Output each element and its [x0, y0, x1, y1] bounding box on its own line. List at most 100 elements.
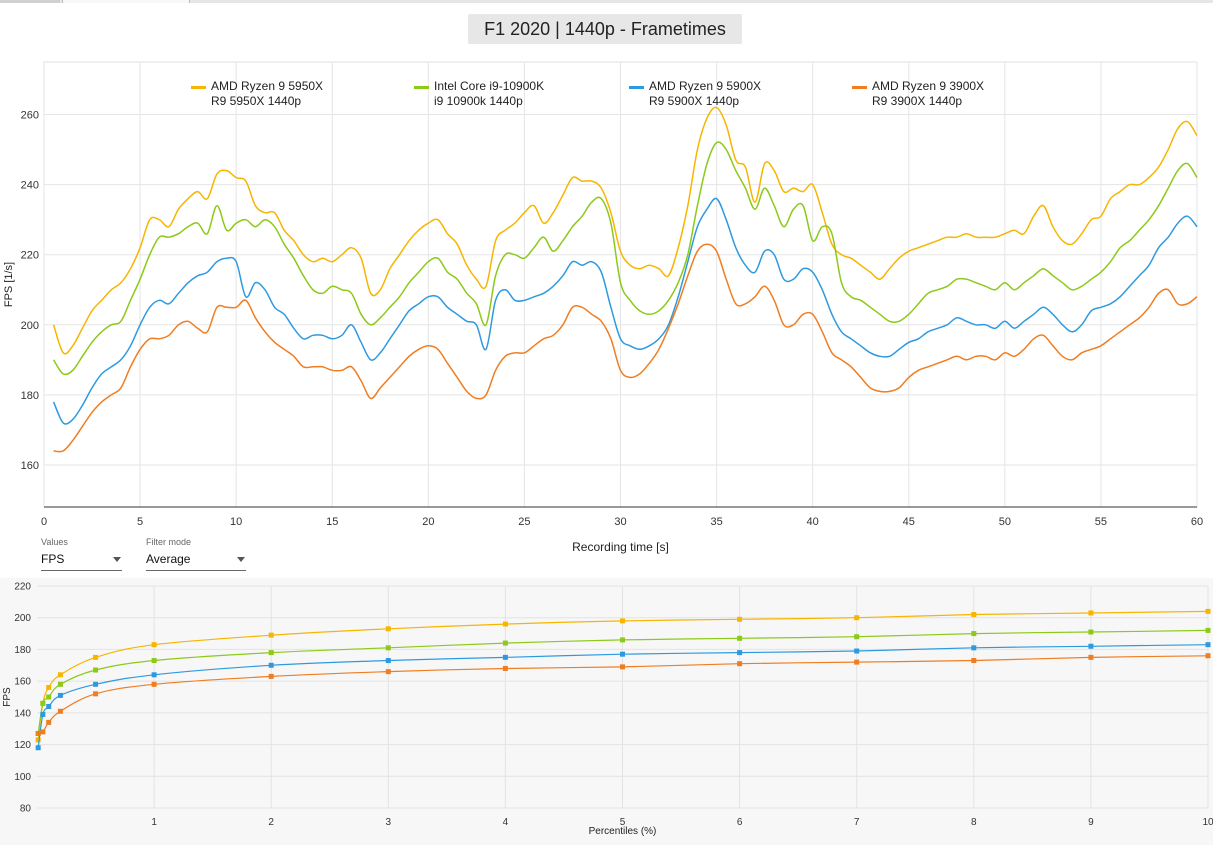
percentile-point [57, 692, 63, 698]
y-tick-label: 120 [14, 740, 31, 751]
x-tick-label: 50 [999, 516, 1011, 528]
percentile-point [620, 637, 625, 643]
legend-series-subtitle: R9 5950X 1440p [211, 94, 302, 108]
x-tick-label: 6 [737, 817, 743, 828]
legend-series-name: Intel Core i9-10900K [434, 79, 545, 93]
percentile-point [93, 691, 99, 697]
percentile-point [40, 711, 46, 717]
series-line-1 [52, 141, 1198, 376]
legend-series-name: AMD Ryzen 9 3900X [872, 79, 985, 93]
filter-mode-selected: Average [146, 552, 191, 566]
legend-label: AMD Ryzen 9 5900X R9 5900X 1440p [649, 79, 761, 109]
x-tick-label: 10 [230, 516, 242, 528]
percentile-point [502, 621, 508, 627]
y-tick-label: 200 [21, 320, 39, 332]
x-tick-label: 30 [614, 516, 626, 528]
y-tick-label: 160 [14, 677, 31, 688]
percentile-point [93, 681, 99, 687]
legend-label: AMD Ryzen 9 3900X R9 3900X 1440p [872, 79, 984, 109]
percentile-point [385, 645, 391, 651]
y-axis-label: FPS [2, 687, 13, 707]
percentile-panel-bg [0, 578, 1213, 845]
percentile-line-2 [37, 644, 1209, 748]
percentile-point [40, 700, 46, 706]
x-tick-label: 5 [620, 817, 626, 828]
tab-2[interactable] [62, 0, 190, 3]
percentile-point [1205, 653, 1211, 659]
percentile-point [268, 650, 274, 656]
percentile-point [151, 642, 157, 648]
percentile-point [385, 626, 391, 632]
percentile-point [502, 640, 508, 646]
tab-1[interactable] [0, 0, 60, 3]
percentile-point [46, 719, 52, 725]
percentile-point [971, 645, 977, 651]
x-tick-label: 9 [1088, 817, 1094, 828]
percentile-point [1205, 608, 1211, 614]
x-tick-label: 40 [807, 516, 819, 528]
x-tick-label: 4 [503, 817, 509, 828]
x-tick-label: 60 [1191, 516, 1203, 528]
percentile-point [57, 708, 63, 714]
chevron-down-icon[interactable] [113, 557, 121, 562]
x-tick-label: 55 [1095, 516, 1107, 528]
percentile-point [151, 658, 157, 664]
percentile-point [1088, 654, 1094, 660]
percentile-point [40, 729, 46, 735]
percentile-point [268, 632, 274, 638]
x-tick-label: 45 [903, 516, 915, 528]
percentile-point [35, 730, 41, 736]
series-line-3 [53, 243, 1198, 453]
x-tick-label: 3 [386, 817, 392, 828]
legend-series-name: AMD Ryzen 9 5950X [211, 79, 324, 93]
y-tick-label: 220 [14, 582, 31, 593]
percentile-point [35, 737, 41, 743]
legend-swatch [191, 86, 206, 89]
percentile-point [854, 615, 860, 621]
percentile-point [854, 659, 860, 665]
percentile-point [620, 651, 625, 657]
filter-mode-dropdown[interactable]: Filter mode Average [146, 537, 246, 573]
y-tick-label: 180 [21, 390, 39, 402]
percentile-point [737, 650, 743, 656]
chevron-down-icon[interactable] [237, 557, 245, 562]
filter-mode-underline [146, 570, 246, 571]
legend-label: AMD Ryzen 9 5950X R9 5950X 1440p [211, 79, 323, 109]
percentile-line-0 [37, 610, 1209, 740]
y-tick-label: 100 [14, 772, 31, 783]
legend-label: Intel Core i9-10900K i9 10900k 1440p [434, 79, 544, 109]
x-axis-label: Percentiles (%) [589, 826, 657, 837]
x-tick-label: 5 [137, 516, 143, 528]
percentile-point [93, 654, 99, 660]
percentile-point [502, 665, 508, 671]
x-tick-label: 20 [422, 516, 434, 528]
legend-series-subtitle: R9 3900X 1440p [872, 94, 963, 108]
values-label: Values [41, 537, 68, 547]
legend-series-name: AMD Ryzen 9 5900X [649, 79, 762, 93]
percentile-point [151, 681, 157, 687]
x-tick-label: 35 [710, 516, 722, 528]
y-tick-label: 160 [21, 460, 39, 472]
series-line-0 [52, 106, 1198, 355]
percentile-point [737, 616, 743, 622]
percentile-point [620, 664, 625, 670]
percentile-point [93, 667, 99, 673]
values-underline [41, 570, 122, 571]
percentile-point [57, 681, 63, 687]
x-tick-label: 8 [971, 817, 977, 828]
percentile-point [1205, 642, 1211, 648]
percentile-line-3 [37, 655, 1209, 735]
y-tick-label: 260 [21, 110, 39, 122]
x-tick-label: 1 [151, 817, 157, 828]
percentile-point [35, 745, 41, 751]
percentile-point [971, 631, 977, 637]
legend-swatch [414, 86, 429, 89]
x-tick-label: 2 [268, 817, 274, 828]
percentile-point [151, 672, 157, 678]
percentile-point [971, 612, 977, 618]
percentile-point [737, 661, 743, 667]
percentile-point [46, 704, 52, 710]
values-dropdown[interactable]: Values FPS [41, 537, 122, 573]
x-tick-label: 10 [1202, 817, 1213, 828]
